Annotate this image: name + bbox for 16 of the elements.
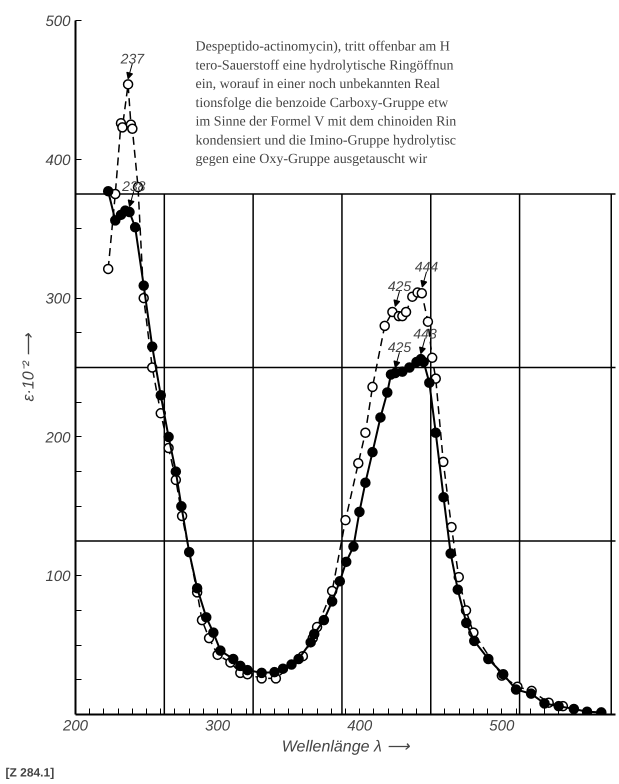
x-tick-label: 200 xyxy=(62,718,89,734)
annotation: 425 xyxy=(388,339,412,356)
x-tick-label: 500 xyxy=(489,718,515,734)
text: [Z 284.1] xyxy=(6,766,54,780)
y-tick-label: 200 xyxy=(44,429,72,446)
annotation: 425 xyxy=(388,278,412,294)
y-tick-label: 300 xyxy=(45,290,72,308)
y-tick-label: 100 xyxy=(45,568,72,586)
y-axis-title: ε·10⁻² ⟶ xyxy=(20,332,38,402)
annotation: Despeptido-actinomycin), tritt offenbar am H tero-Sauerstoff eine hydrolytische Ringöffnun ein, worauf in einer noch unbekannten Real tionsfolge die benzoide Carboxy-Gruppe etw im Sinne der Formel V mit dem chinoiden Rin kondensiert und die Imino-Gruppe hydrolytisc gegen eine Oxy-Gruppe ausgetauscht wir xyxy=(196,40,456,167)
y-tick-label: 400 xyxy=(45,152,72,169)
x-tick-label: 300 xyxy=(205,718,231,734)
y-tick-label: 500 xyxy=(45,13,72,30)
x-axis-title: Wellenlänge λ ⟶ xyxy=(282,738,410,756)
annotation: 237 xyxy=(120,50,146,67)
x-tick-label: 400 xyxy=(347,718,373,734)
